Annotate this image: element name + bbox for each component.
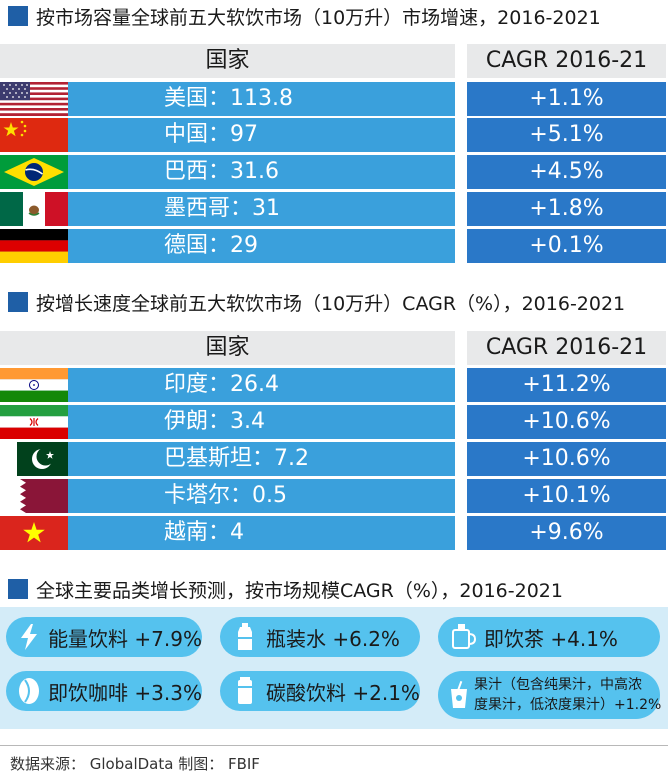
country-name: 越南：4 — [164, 520, 244, 545]
cagr-value: +10.1% — [467, 479, 666, 513]
country-name: 墨西哥：31 — [164, 196, 280, 221]
cagr-value: +5.1% — [467, 118, 666, 152]
country-name: 中国：97 — [164, 122, 258, 147]
country-name: 美国：113.8 — [164, 86, 293, 111]
section2-header-country: 国家 — [0, 331, 455, 365]
title-square — [8, 579, 28, 599]
footer-divider — [0, 745, 668, 746]
country-cell: 越南：4 — [0, 516, 455, 550]
country-name: 印度：26.4 — [164, 372, 279, 397]
country-cell: 卡塔尔：0.5 — [0, 479, 455, 513]
category-pill: 瓶装水 +6.2% — [220, 617, 420, 657]
country-cell: 巴西：31.6 — [0, 155, 455, 189]
category-label: 即饮茶 +4.1% — [484, 626, 618, 651]
category-pill: 即饮咖啡 +3.3% — [6, 671, 202, 711]
category-pill: 即饮茶 +4.1% — [438, 617, 660, 657]
category-label: 瓶装水 +6.2% — [266, 626, 400, 651]
table-row: 美国：113.8 +1.1% — [0, 82, 668, 116]
mexico-flag — [0, 192, 68, 226]
india-flag — [0, 368, 68, 402]
qatar-flag — [0, 479, 68, 513]
category-label-line1: 果汁（包含纯果汁，中高浓 — [474, 677, 642, 693]
section1-title-text: 按市场容量全球前五大软饮市场（10万升）市场增速，2016-2021 — [36, 6, 601, 29]
usa-flag — [0, 82, 68, 116]
category-label-line2: 度果汁，低浓度果汁）+1.2% — [474, 697, 662, 713]
table-row: 卡塔尔：0.5 +10.1% — [0, 479, 668, 513]
section1-header-cagr: CAGR 2016-21 — [467, 44, 666, 78]
section3-title: 全球主要品类增长预测，按市场规模CAGR（%），2016-2021 — [0, 573, 563, 605]
tea-cup-icon — [448, 622, 478, 652]
soda-can-icon — [230, 676, 260, 706]
country-name: 巴西：31.6 — [164, 159, 279, 184]
category-pill: 碳酸饮料 +2.1% — [220, 671, 420, 711]
section3-title-text: 全球主要品类增长预测，按市场规模CAGR（%），2016-2021 — [36, 579, 563, 602]
section1-header-country: 国家 — [0, 44, 455, 78]
country-cell: 印度：26.4 — [0, 368, 455, 402]
title-square — [8, 6, 28, 26]
country-cell: 中国：97 — [0, 118, 455, 152]
section2-title: 按增长速度全球前五大软饮市场（10万升）CAGR（%），2016-2021 — [0, 286, 625, 318]
country-name: 卡塔尔：0.5 — [164, 483, 287, 508]
country-cell: 伊朗：3.4 — [0, 405, 455, 439]
country-cell: 墨西哥：31 — [0, 192, 455, 226]
section2-title-text: 按增长速度全球前五大软饮市场（10万升）CAGR（%），2016-2021 — [36, 292, 626, 315]
table-row: 德国：29 +0.1% — [0, 229, 668, 263]
coffee-bean-icon — [16, 676, 42, 706]
cagr-value: +1.8% — [467, 192, 666, 226]
table-row: 中国：97 +5.1% — [0, 118, 668, 152]
pakistan-flag — [0, 442, 68, 476]
table-row: 印度：26.4 +11.2% — [0, 368, 668, 402]
category-pill: 能量饮料 +7.9% — [6, 617, 202, 657]
country-name: 伊朗：3.4 — [164, 409, 265, 434]
cagr-value: +11.2% — [467, 368, 666, 402]
source-footer: 数据来源： GlobalData 制图： FBIF — [10, 755, 260, 773]
brazil-flag — [0, 155, 68, 189]
table-row: 越南：4 +9.6% — [0, 516, 668, 550]
cagr-value: +0.1% — [467, 229, 666, 263]
category-pill: 果汁（包含纯果汁，中高浓 度果汁，低浓度果汁）+1.2% — [438, 671, 661, 719]
category-label: 即饮咖啡 +3.3% — [48, 680, 202, 705]
china-flag — [0, 118, 68, 152]
cagr-value: +9.6% — [467, 516, 666, 550]
section1-title: 按市场容量全球前五大软饮市场（10万升）市场增速，2016-2021 — [0, 0, 601, 32]
title-square — [8, 292, 28, 312]
cagr-value: +4.5% — [467, 155, 666, 189]
country-name: 德国：29 — [164, 233, 258, 258]
country-cell: 美国：113.8 — [0, 82, 455, 116]
germany-flag — [0, 229, 68, 263]
juice-label-block: 果汁（包含纯果汁，中高浓 度果汁，低浓度果汁）+1.2% — [474, 675, 661, 715]
vietnam-flag — [0, 516, 68, 550]
table-row: 巴基斯坦：7.2 +10.6% — [0, 442, 668, 476]
cagr-value: +10.6% — [467, 442, 666, 476]
country-name: 巴基斯坦：7.2 — [164, 446, 309, 471]
table-row: 巴西：31.6 +4.5% — [0, 155, 668, 189]
category-label: 能量饮料 +7.9% — [48, 626, 202, 651]
table-row: 伊朗：3.4 +10.6% — [0, 405, 668, 439]
iran-flag — [0, 405, 68, 439]
table-row: 墨西哥：31 +1.8% — [0, 192, 668, 226]
country-cell: 德国：29 — [0, 229, 455, 263]
category-panel: 能量饮料 +7.9% 瓶装水 +6.2% 即饮茶 +4.1% 即饮咖啡 +3.3… — [0, 607, 668, 729]
cagr-value: +1.1% — [467, 82, 666, 116]
juice-cup-icon — [448, 680, 470, 710]
country-cell: 巴基斯坦：7.2 — [0, 442, 455, 476]
section2-header-cagr: CAGR 2016-21 — [467, 331, 666, 365]
cagr-value: +10.6% — [467, 405, 666, 439]
water-bottle-icon — [230, 622, 260, 652]
lightning-icon — [16, 622, 42, 652]
category-label: 碳酸饮料 +2.1% — [266, 680, 420, 705]
